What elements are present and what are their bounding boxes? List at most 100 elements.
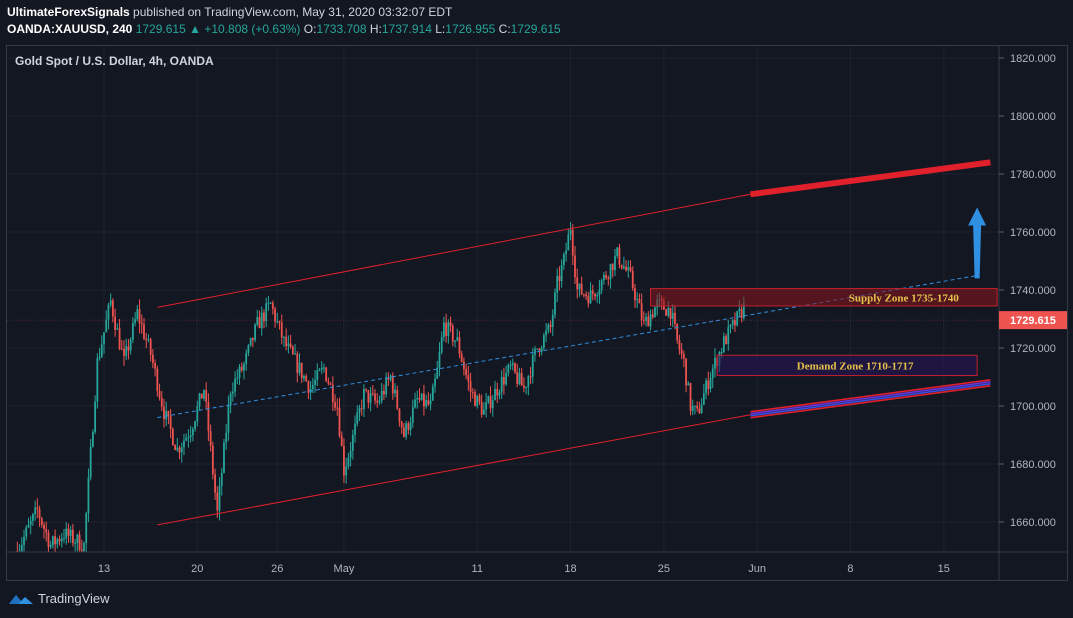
candle-body (669, 307, 672, 319)
candle-body (96, 358, 99, 402)
candle-body (285, 336, 288, 347)
chart-frame[interactable] (6, 45, 1068, 581)
candle-body (345, 466, 348, 476)
candle-body (640, 303, 643, 320)
candle-body (471, 392, 474, 394)
candle-body (74, 542, 77, 544)
candle-body (183, 440, 185, 448)
candle-body (416, 398, 419, 400)
candle-body (85, 513, 88, 543)
last-price: 1729.615 (135, 22, 186, 36)
candle-body (496, 388, 499, 396)
candle-body (311, 385, 314, 390)
candle-body (389, 375, 392, 380)
candle-body (665, 309, 667, 316)
y-tick-label: 1740.000 (1010, 285, 1056, 297)
candle-body (198, 393, 201, 407)
candle-body (447, 322, 450, 337)
author-name[interactable]: UltimateForexSignals (7, 5, 130, 19)
candles (16, 222, 745, 552)
candle-body (616, 247, 619, 256)
candle-body (591, 290, 594, 294)
candle-body (542, 335, 545, 348)
candle-body (105, 319, 108, 333)
candle-body (151, 354, 154, 364)
candle-body (149, 339, 152, 355)
x-tick-label: Jun (748, 563, 766, 575)
lower-extension-band (750, 385, 991, 419)
candle-body (334, 402, 336, 408)
candle-body (396, 389, 399, 409)
candle-body (174, 444, 176, 451)
candle-body (631, 270, 634, 289)
candle-body (185, 437, 188, 441)
candle-body (229, 393, 232, 406)
y-tick-label: 1720.000 (1010, 343, 1056, 355)
candle-body (34, 507, 37, 515)
close-value: 1729.615 (510, 22, 561, 36)
candle-body (65, 528, 68, 539)
candle-body (91, 431, 94, 447)
candle-body (556, 275, 559, 293)
tradingview-brand: TradingView (38, 591, 110, 606)
candle-body (671, 312, 674, 319)
candle-body (171, 428, 174, 445)
candle-body (356, 412, 359, 424)
candle-body (505, 373, 508, 385)
candle-body (378, 400, 381, 403)
candle-body (487, 396, 490, 403)
candle-body (734, 320, 736, 326)
candle-body (431, 386, 434, 401)
candle-body (103, 332, 105, 345)
candle-body (383, 390, 385, 395)
footer[interactable]: TradingView (8, 591, 110, 606)
candle-body (491, 400, 494, 409)
candle-body (531, 354, 534, 377)
candle-body (558, 275, 561, 282)
candle-body (116, 328, 119, 330)
candle-body (160, 397, 163, 407)
candle-body (38, 509, 41, 519)
candle-body (614, 255, 616, 271)
ohlc-line: OANDA:XAUUSD, 240 1729.615 ▲ +10.808 (+0… (7, 22, 561, 36)
candle-body (476, 395, 479, 407)
candle-body (418, 398, 421, 400)
chart-legend-title[interactable]: Gold Spot / U.S. Dollar, 4h, OANDA (15, 54, 214, 68)
y-tick-label: 1820.000 (1010, 53, 1056, 65)
candle-body (267, 303, 270, 305)
candle-body (94, 401, 97, 432)
candle-body (176, 447, 179, 451)
candle-body (460, 353, 463, 362)
drawings[interactable]: Supply Zone 1735-1740 Demand Zone 1710-17… (7, 159, 999, 526)
candle-body (47, 532, 50, 548)
candle-body (20, 544, 23, 552)
candle-body (296, 353, 299, 373)
candle-body (600, 280, 603, 290)
candle-body (180, 447, 183, 453)
candle-body (654, 307, 656, 318)
candle-body (271, 302, 274, 309)
low-value: 1726.955 (445, 22, 496, 36)
candle-body (634, 288, 636, 300)
candle-body (249, 337, 252, 346)
candle-body (596, 295, 599, 297)
candle-body (629, 267, 632, 271)
symbol-label: OANDA:XAUUSD, 240 (7, 22, 133, 36)
candle-body (522, 385, 525, 388)
candle-body (331, 384, 334, 403)
candle-body (427, 400, 430, 405)
candle-body (674, 312, 676, 324)
candle-body (131, 322, 134, 340)
candle-body (254, 324, 256, 341)
candle-body (196, 406, 199, 422)
candle-body (87, 477, 90, 514)
candle-body (529, 376, 532, 378)
candle-body (251, 337, 254, 341)
candle-body (423, 393, 425, 407)
candle-body (509, 364, 512, 366)
candle-body (52, 536, 54, 546)
candle-body (263, 312, 265, 322)
candle-body (191, 429, 194, 436)
candle-body (607, 277, 610, 280)
